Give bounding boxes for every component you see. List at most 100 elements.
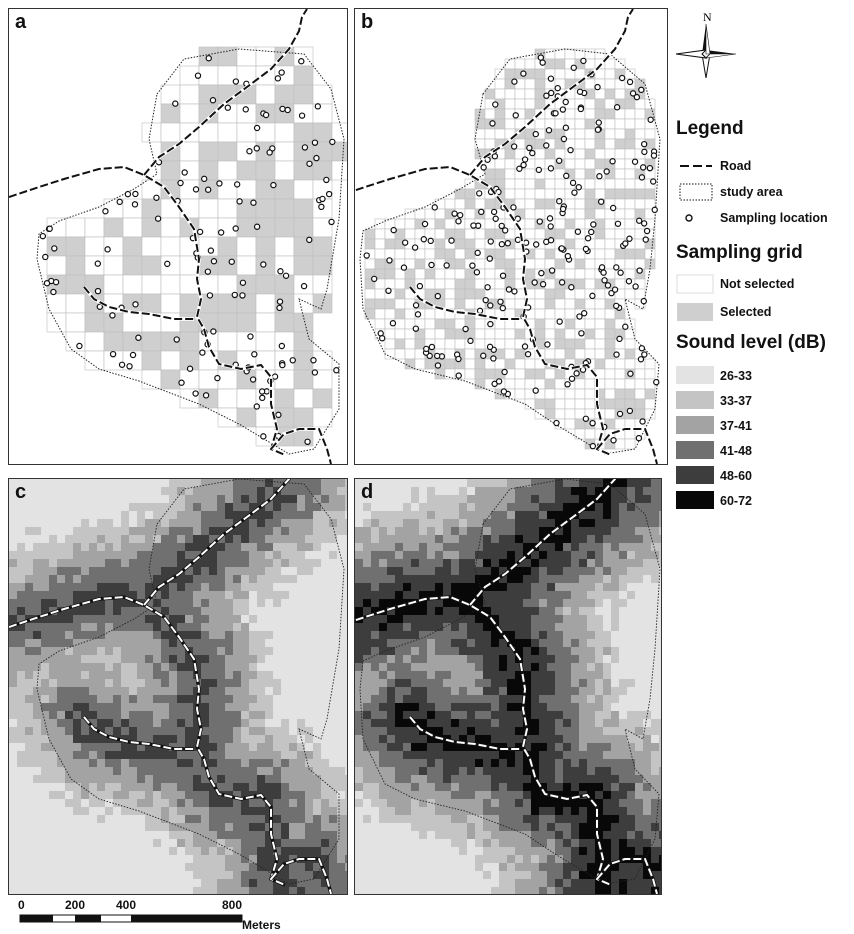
raster-cell — [337, 639, 346, 648]
raster-cell — [121, 671, 130, 680]
raster-cell — [419, 607, 428, 616]
raster-cell — [25, 751, 34, 760]
raster-cell — [651, 663, 660, 672]
raster-cell — [113, 663, 122, 672]
raster-cell — [491, 527, 500, 536]
raster-cell — [257, 487, 266, 496]
grid-cell-not-selected — [604, 308, 616, 320]
raster-cell — [427, 559, 436, 568]
raster-cell — [9, 655, 18, 664]
raster-cell — [345, 711, 347, 720]
raster-cell — [427, 663, 436, 672]
raster-cell — [491, 695, 500, 704]
raster-cell — [305, 847, 314, 856]
raster-cell — [265, 615, 274, 624]
raster-cell — [321, 751, 330, 760]
raster-cell — [379, 719, 388, 728]
raster-cell — [41, 695, 50, 704]
raster-cell — [41, 863, 50, 872]
raster-cell — [443, 727, 452, 736]
study-area-boundary — [359, 48, 661, 455]
raster-cell — [209, 879, 218, 888]
raster-cell — [305, 807, 314, 816]
raster-cell — [65, 559, 74, 568]
raster-cell — [387, 607, 396, 616]
raster-cell — [257, 655, 266, 664]
sampling-location-point — [329, 138, 336, 146]
raster-cell — [345, 599, 347, 608]
grid-cell-not-selected — [564, 158, 576, 170]
sampling-location-point — [568, 375, 576, 382]
grid-cell-not-selected — [504, 348, 516, 360]
raster-cell — [515, 599, 524, 608]
raster-cell — [81, 823, 90, 832]
sampling-location-point — [428, 261, 435, 269]
raster-cell — [121, 879, 130, 888]
sampling-location-point — [323, 176, 330, 184]
raster-cell — [169, 567, 178, 576]
grid-cell-not-selected — [84, 255, 105, 276]
raster-cell — [217, 639, 226, 648]
raster-cell — [305, 655, 314, 664]
raster-cell — [345, 847, 347, 856]
raster-cell — [265, 791, 274, 800]
sampling-location-point — [636, 267, 643, 274]
raster-cell — [297, 719, 306, 728]
raster-cell — [121, 799, 130, 808]
raster-cell — [249, 727, 258, 736]
grid-cell-not-selected — [604, 68, 616, 80]
grid-cell-not-selected — [464, 358, 476, 370]
raster-cell — [9, 751, 18, 760]
grid-cell-selected — [634, 398, 646, 410]
sampling-location-point — [633, 93, 641, 101]
raster-cell — [161, 711, 170, 720]
grid-cell-selected — [644, 258, 656, 270]
raster-cell — [209, 543, 218, 552]
raster-cell — [363, 551, 372, 560]
raster-cell — [257, 583, 266, 592]
sampling-location-point — [547, 89, 555, 97]
raster-cell — [161, 727, 170, 736]
raster-cell — [297, 551, 306, 560]
raster-cell — [89, 511, 98, 520]
raster-cell — [531, 711, 540, 720]
raster-cell — [619, 495, 628, 504]
raster-cell — [177, 599, 186, 608]
raster-cell — [249, 543, 258, 552]
grid-cell-selected — [544, 248, 556, 260]
raster-cell — [273, 775, 282, 784]
raster-cell — [627, 647, 636, 656]
raster-cell — [611, 711, 620, 720]
grid-cell-not-selected — [514, 368, 526, 380]
raster-cell — [17, 815, 26, 824]
raster-cell — [177, 671, 186, 680]
raster-cell — [121, 655, 130, 664]
grid-cell-selected — [484, 228, 496, 240]
raster-cell — [97, 503, 106, 512]
raster-cell — [611, 543, 620, 552]
raster-cell — [571, 623, 580, 632]
raster-cell — [427, 743, 436, 752]
sampling-locations — [39, 55, 340, 446]
raster-cell — [297, 503, 306, 512]
raster-cell — [57, 631, 66, 640]
raster-cell — [265, 575, 274, 584]
raster-cell — [329, 655, 338, 664]
raster-cell — [395, 599, 404, 608]
raster-cell — [531, 503, 540, 512]
raster-cell — [355, 591, 364, 600]
raster-cell — [233, 551, 242, 560]
raster-cell — [603, 623, 612, 632]
raster-cell — [643, 735, 652, 744]
raster-cell — [225, 647, 234, 656]
raster-cell — [467, 527, 476, 536]
raster-cell — [419, 719, 428, 728]
raster-cell — [129, 695, 138, 704]
grid-cell-selected — [424, 268, 436, 280]
grid-cell-not-selected — [594, 208, 606, 220]
grid-cell-selected — [594, 228, 606, 240]
sampling-location-point — [560, 135, 568, 143]
raster-cell — [177, 527, 186, 536]
sampling-location-point — [568, 284, 575, 291]
raster-cell — [427, 727, 436, 736]
